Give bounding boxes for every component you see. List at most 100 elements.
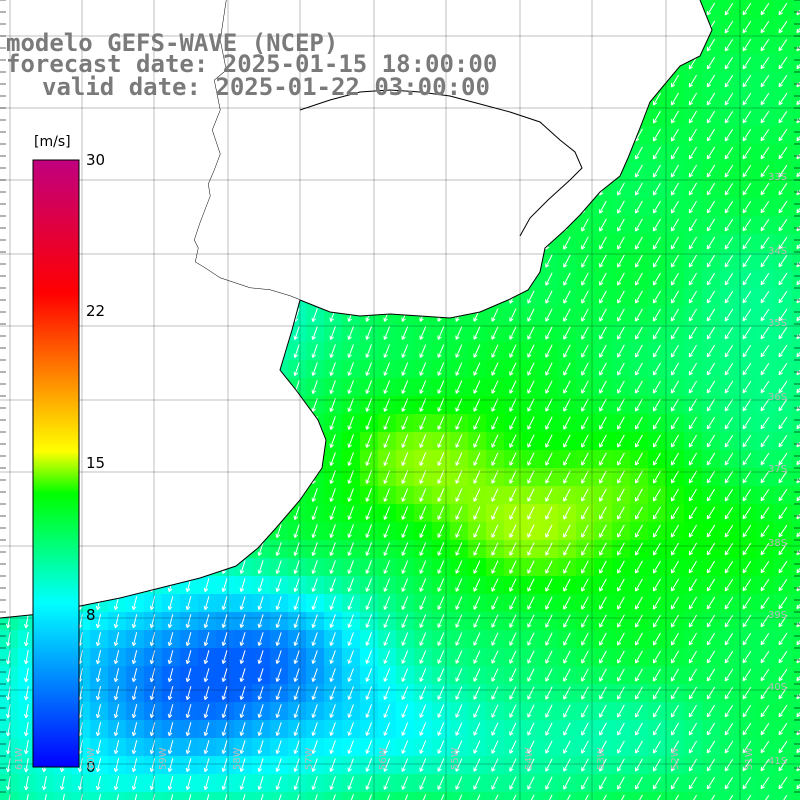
- wind-arrow: [599, 236, 607, 250]
- wind-arrow: [563, 308, 571, 322]
- wind-arrow: [778, 254, 788, 268]
- wind-arrow: [347, 362, 354, 376]
- wind-arrow: [688, 56, 698, 70]
- wind-arrow: [742, 326, 752, 340]
- wind-arrow: [760, 326, 770, 340]
- lon-label: 56W: [378, 747, 389, 770]
- wind-cell: [792, 360, 800, 379]
- wind-arrow: [760, 20, 770, 34]
- wind-arrow: [742, 200, 752, 214]
- wind-arrow: [635, 290, 643, 304]
- wind-cell: [792, 792, 800, 800]
- wind-arrow: [670, 218, 680, 232]
- wind-arrow: [706, 344, 716, 358]
- wind-arrow: [383, 398, 391, 412]
- wind-arrow: [760, 290, 770, 304]
- wind-arrow: [599, 200, 607, 214]
- wind-arrow: [742, 2, 752, 16]
- wind-arrow: [760, 308, 770, 322]
- wind-arrow: [401, 380, 409, 394]
- wind-arrow: [652, 92, 661, 106]
- wind-arrow: [599, 254, 607, 268]
- wind-arrow: [778, 236, 788, 250]
- wind-cell: [648, 792, 667, 800]
- wind-arrow: [545, 254, 553, 268]
- wind-arrow: [670, 110, 680, 124]
- wind-arrow: [635, 254, 643, 268]
- wind-cell: [360, 792, 379, 800]
- wind-arrow: [652, 308, 661, 322]
- wind-arrow: [509, 380, 517, 394]
- wind-arrow: [563, 380, 571, 394]
- wind-arrow: [760, 110, 770, 124]
- wind-cell: [792, 126, 800, 145]
- wind-arrow: [383, 380, 391, 394]
- wind-arrow: [706, 254, 716, 268]
- wind-arrow: [652, 254, 661, 268]
- wind-arrow: [419, 326, 427, 340]
- wind-arrow: [652, 182, 661, 196]
- wind-arrow: [778, 290, 788, 304]
- lon-label: 55W: [450, 747, 461, 770]
- wind-arrow: [778, 92, 788, 106]
- wind-arrow: [706, 200, 716, 214]
- wind-arrow: [670, 308, 680, 322]
- colorbar-gradient: [32, 159, 80, 768]
- wind-arrow: [724, 146, 734, 160]
- colorbar-tick-8: 8: [86, 606, 96, 624]
- wind-arrow: [599, 380, 607, 394]
- wind-arrow: [706, 308, 716, 322]
- wind-cell: [792, 216, 800, 235]
- wind-arrow: [706, 128, 716, 142]
- wind-arrow: [724, 236, 734, 250]
- wind-arrow: [527, 308, 535, 322]
- wind-cell: [288, 792, 307, 800]
- wind-arrow: [724, 2, 734, 16]
- wind-cell: [792, 612, 800, 631]
- wind-arrow: [760, 92, 770, 106]
- wind-arrow: [617, 218, 625, 232]
- wind-cell: [108, 792, 127, 800]
- wind-cell: [126, 792, 145, 800]
- wind-arrow: [742, 308, 752, 322]
- wind-arrow: [670, 74, 680, 88]
- wind-arrow: [581, 362, 589, 376]
- wind-arrow: [401, 362, 409, 376]
- wind-arrow: [724, 362, 734, 376]
- wind-arrow: [491, 308, 499, 322]
- wind-arrow: [599, 362, 607, 376]
- wind-arrow: [724, 200, 734, 214]
- wind-arrow: [563, 272, 571, 286]
- wind-arrow: [670, 164, 680, 178]
- wind-cell: [792, 576, 800, 595]
- wind-arrow: [545, 290, 553, 304]
- wind-arrow: [760, 182, 770, 196]
- wind-arrow: [688, 308, 698, 322]
- wind-cell: [792, 270, 800, 289]
- wind-cell: [792, 540, 800, 559]
- wind-arrow: [670, 344, 680, 358]
- wind-arrow: [419, 398, 427, 412]
- wind-cell: [792, 342, 800, 361]
- wind-cell: [324, 792, 343, 800]
- wind-arrow: [688, 290, 698, 304]
- wind-arrow: [760, 236, 770, 250]
- wind-arrow: [760, 74, 770, 88]
- lat-label: 36S: [768, 392, 788, 403]
- wind-cell: [162, 792, 181, 800]
- wind-arrow: [724, 20, 734, 34]
- wind-arrow: [581, 272, 589, 286]
- wind-arrow: [455, 398, 463, 412]
- wind-arrow: [706, 2, 716, 16]
- wind-arrow: [778, 110, 788, 124]
- wind-arrow: [581, 218, 589, 232]
- wind-arrow: [563, 326, 571, 340]
- wind-arrow: [635, 146, 643, 160]
- wind-cell: [630, 792, 649, 800]
- wind-arrow: [527, 290, 535, 304]
- wind-arrow: [545, 380, 553, 394]
- wind-arrow: [742, 38, 752, 52]
- wind-arrow: [724, 344, 734, 358]
- lat-label: 38S: [768, 538, 788, 549]
